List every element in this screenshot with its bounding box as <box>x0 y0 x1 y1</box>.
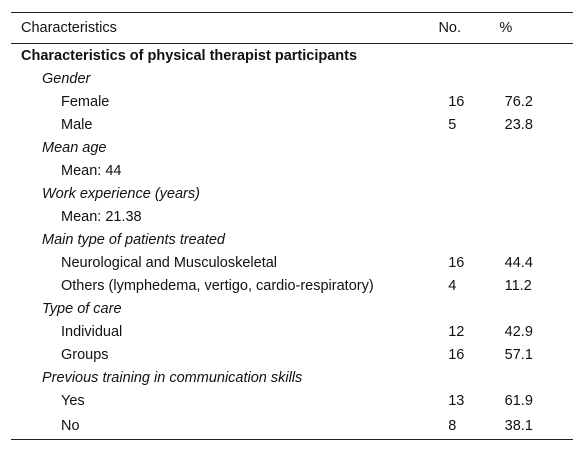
table-row: Female 16 76.2 <box>11 91 573 114</box>
table-row: Yes 13 61.9 <box>11 390 573 413</box>
row-percent: 76.2 <box>504 94 533 110</box>
section-title-row: Characteristics of physical therapist pa… <box>11 45 573 68</box>
group-row: Type of care <box>11 298 573 321</box>
group-label: Main type of patients treated <box>42 232 225 248</box>
table-row: No 8 38.1 <box>11 413 573 439</box>
row-percent: 42.9 <box>504 324 533 340</box>
row-no: 13 <box>448 393 465 409</box>
row-label: Groups <box>61 347 109 363</box>
row-no: 4 <box>448 278 457 294</box>
header-characteristics: Characteristics <box>21 20 117 36</box>
table-header-row: Characteristics No. % <box>11 13 573 44</box>
header-percent: % <box>499 20 513 36</box>
row-no: 8 <box>448 417 457 434</box>
participants-table: Characteristics No. % Characteristics of… <box>11 12 573 440</box>
table-row: Individual 12 42.9 <box>11 321 573 344</box>
table-body: Gender Female 16 76.2 Male 5 23.8 Mean age Mean:… <box>11 68 573 439</box>
group-row: Mean age <box>11 137 573 160</box>
row-no: 5 <box>448 117 457 133</box>
row-no: 12 <box>448 324 465 340</box>
row-label: Others (lymphedema, vertigo, cardio-resp… <box>61 278 374 294</box>
row-label: Mean: 21.38 <box>61 209 142 225</box>
group-label: Work experience (years) <box>42 186 200 202</box>
group-row: Gender <box>11 68 573 91</box>
row-percent: 38.1 <box>504 417 533 434</box>
group-row: Previous training in communication skill… <box>11 367 573 390</box>
row-label: Female <box>61 94 110 110</box>
row-label: Individual <box>61 324 123 340</box>
table-row: Others (lymphedema, vertigo, cardio-resp… <box>11 275 573 298</box>
row-percent: 11.2 <box>504 278 532 294</box>
group-label: Type of care <box>42 301 122 317</box>
table-row: Mean: 21.38 <box>11 206 573 229</box>
table-row: Mean: 44 <box>11 160 573 183</box>
row-percent: 57.1 <box>504 347 533 363</box>
row-no: 16 <box>448 255 465 271</box>
group-label: Mean age <box>42 140 107 156</box>
row-percent: 61.9 <box>504 393 533 409</box>
row-no: 16 <box>448 94 465 110</box>
group-label: Previous training in communication skill… <box>42 370 303 386</box>
table-row: Groups 16 57.1 <box>11 344 573 367</box>
row-percent: 23.8 <box>504 117 533 133</box>
group-row: Work experience (years) <box>11 183 573 206</box>
row-label: Yes <box>61 393 85 409</box>
section-title: Characteristics of physical therapist pa… <box>21 48 358 64</box>
row-label: Mean: 44 <box>61 163 122 179</box>
row-percent: 44.4 <box>504 255 533 271</box>
table-row: Male 5 23.8 <box>11 114 573 137</box>
header-no: No. <box>438 20 462 36</box>
table-row: Neurological and Musculoskeletal 16 44.4 <box>11 252 573 275</box>
group-label: Gender <box>42 71 91 87</box>
row-no: 16 <box>448 347 465 363</box>
row-label: No <box>61 417 80 434</box>
row-label: Neurological and Musculoskeletal <box>61 255 278 271</box>
row-label: Male <box>61 117 93 133</box>
group-row: Main type of patients treated <box>11 229 573 252</box>
